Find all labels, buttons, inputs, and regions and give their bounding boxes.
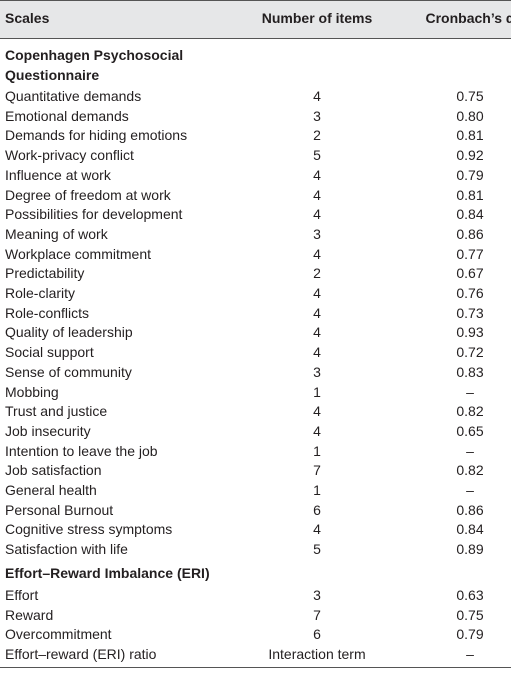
item-count: 3: [313, 107, 321, 124]
cronbach-alpha: 0.82: [456, 403, 484, 420]
cronbach-alpha: 0.81: [456, 127, 484, 144]
scale-name: General health: [5, 482, 97, 498]
header-background: [0, 0, 511, 38]
cronbach-alpha: –: [466, 383, 474, 400]
header-cell: Number of items: [261, 10, 373, 26]
item-count: 1: [313, 442, 321, 459]
cronbach-alpha: 0.83: [456, 363, 484, 380]
cronbach-alpha: 0.63: [456, 586, 484, 603]
top-rule: [0, 0, 511, 1]
header-rule: [0, 38, 511, 39]
item-count: 1: [313, 482, 321, 498]
bottom-rule: [0, 666, 511, 668]
scale-name: Job satisfaction: [5, 462, 102, 479]
item-count: 7: [313, 462, 321, 479]
scale-name: Possibilities for development: [5, 206, 183, 223]
item-count: 4: [313, 422, 321, 439]
scale-name: Meaning of work: [5, 225, 108, 242]
item-count: 2: [313, 127, 321, 144]
cronbach-alpha: –: [466, 645, 474, 662]
scale-name: Reward: [5, 606, 54, 623]
cronbach-alpha: 0.75: [456, 606, 484, 623]
header-cell: Scales: [5, 10, 50, 26]
cronbach-alpha: 0.86: [456, 501, 484, 518]
scale-name: Role-clarity: [5, 285, 76, 301]
scale-name: Social support: [5, 344, 94, 361]
item-count: 4: [313, 285, 321, 301]
scale-name: Emotional demands: [5, 107, 129, 124]
item-count: 4: [313, 88, 321, 104]
scale-name: Job insecurity: [5, 422, 91, 439]
cronbach-alpha: 0.80: [456, 107, 484, 124]
item-count: 4: [313, 304, 321, 321]
cronbach-alpha: 0.81: [456, 186, 484, 203]
cronbach-alpha: –: [466, 482, 474, 498]
cronbach-alpha: 0.77: [456, 245, 484, 262]
item-count: 6: [313, 626, 321, 643]
item-count: 4: [313, 344, 321, 361]
scale-name: Quality of leadership: [5, 324, 133, 341]
scale-name: Effort–reward (ERI) ratio: [5, 645, 157, 662]
item-count: 6: [313, 501, 321, 518]
item-count: 4: [313, 521, 321, 538]
item-count: 4: [313, 186, 321, 203]
scale-name: Personal Burnout: [5, 501, 114, 518]
cronbach-alpha: 0.67: [456, 265, 484, 282]
cronbach-alpha: 0.84: [456, 521, 484, 538]
cronbach-alpha: 0.84: [456, 206, 484, 223]
scale-name: Degree of freedom at work: [5, 186, 171, 203]
item-count: 1: [313, 383, 321, 400]
item-count: 4: [313, 206, 321, 223]
scale-name: Cognitive stress symptoms: [5, 521, 173, 538]
cronbach-alpha: 0.93: [456, 324, 484, 341]
cronbach-alpha: 0.79: [456, 626, 484, 643]
item-count: 4: [313, 166, 321, 183]
scale-name: Influence at work: [5, 166, 111, 183]
item-count: 5: [313, 147, 321, 164]
item-count: 4: [313, 403, 321, 420]
item-count: 3: [313, 225, 321, 242]
scale-name: Work-privacy conflict: [5, 147, 134, 164]
scale-name: Intention to leave the job: [5, 442, 158, 459]
cronbach-alpha: 0.72: [456, 344, 484, 361]
item-count: 4: [313, 245, 321, 262]
cronbach-alpha: 0.73: [456, 304, 484, 321]
item-count: 3: [313, 586, 321, 603]
scale-name: Role-conflicts: [5, 304, 90, 321]
item-count: 2: [313, 265, 321, 282]
cronbach-alpha: 0.89: [456, 541, 484, 558]
item-count: 3: [313, 363, 321, 380]
cronbach-alpha: 0.76: [456, 285, 484, 301]
item-count: 7: [313, 606, 321, 623]
scale-name: Demands for hiding emotions: [5, 127, 188, 144]
scale-name: Quantitative demands: [5, 88, 142, 104]
scale-name: Overcommitment: [5, 626, 112, 643]
item-count: 4: [313, 324, 321, 341]
cronbach-alpha: 0.79: [456, 166, 484, 183]
cronbach-alpha: 0.82: [456, 462, 484, 479]
section-title: Copenhagen Psychosocial Questionnaire: [5, 47, 184, 83]
cronbach-alpha: –: [466, 442, 474, 459]
item-count: 5: [313, 541, 321, 558]
scale-name: Satisfaction with life: [5, 541, 128, 558]
scale-name: Effort: [5, 586, 39, 603]
cronbach-alpha: 0.75: [456, 88, 484, 104]
cronbach-alpha: 0.65: [456, 422, 484, 439]
scale-name: Trust and justice: [5, 403, 108, 420]
scale-name: Mobbing: [5, 383, 59, 400]
section-title: Effort–Reward Imbalance (ERI): [5, 564, 210, 581]
scale-name: Predictability: [5, 265, 85, 282]
scale-name: Sense of community: [5, 363, 132, 380]
cronbach-alpha: 0.86: [456, 225, 484, 242]
item-count: Interaction term: [268, 645, 366, 662]
scale-name: Workplace commitment: [5, 245, 152, 262]
header-cell: Cronbach’s α: [425, 10, 511, 26]
cronbach-alpha: 0.92: [456, 147, 484, 164]
